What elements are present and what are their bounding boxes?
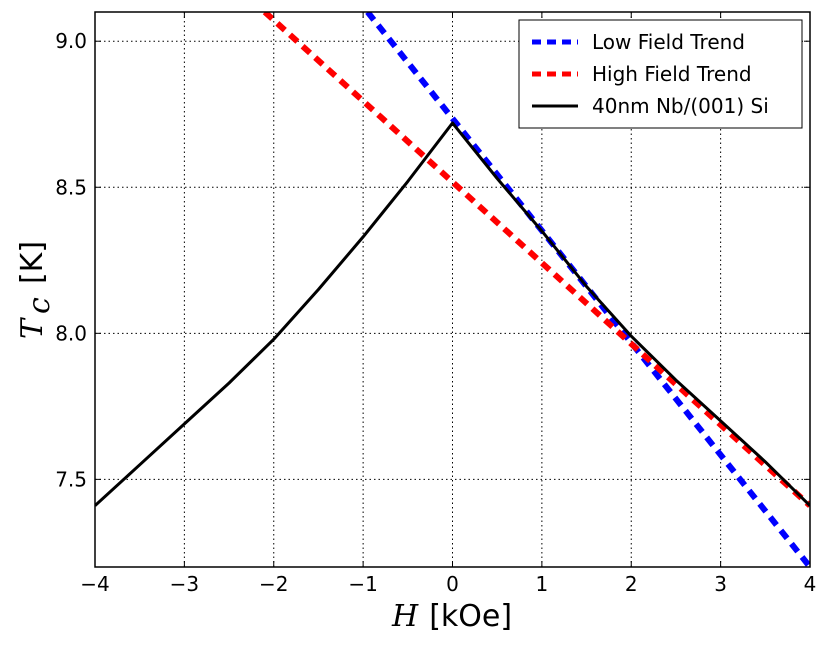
x-tick-label: −2 [259,572,288,596]
y-tick-label: 8.0 [55,321,87,345]
legend-label-low-field: Low Field Trend [592,30,745,54]
y-axis-symbol: T [15,317,50,339]
series-line-40nm-nb-001-si [95,121,810,507]
x-tick-label: 4 [804,572,817,596]
legend-label-high-field: High Field Trend [592,62,752,86]
legend-label-sample: 40nm Nb/(001) Si [592,94,769,118]
x-axis-label: H [kOe] [391,599,512,634]
ticks: −4 −3 −2 −1 0 1 2 3 4 7.5 8.0 8.5 9.0 [55,12,816,596]
x-tick-label: 0 [446,572,459,596]
x-tick-label: −1 [348,572,377,596]
y-tick-label: 8.5 [55,175,87,199]
x-tick-label: 2 [625,572,638,596]
x-tick-label: −4 [80,572,109,596]
series-line-high-field-trend [262,12,810,508]
x-axis-unit: [kOe] [429,599,512,634]
y-axis-subscript: c [22,297,57,314]
x-tick-label: 3 [714,572,727,596]
y-axis-label: T c [K] [15,241,57,339]
x-tick-label: −3 [170,572,199,596]
y-tick-label: 9.0 [55,29,87,53]
legend: Low Field Trend High Field Trend 40nm Nb… [518,19,803,129]
y-tick-label: 7.5 [55,467,87,491]
x-tick-label: 1 [536,572,549,596]
series-layer [95,12,810,567]
y-axis-unit: [K] [15,241,50,284]
x-axis-symbol: H [391,599,419,634]
